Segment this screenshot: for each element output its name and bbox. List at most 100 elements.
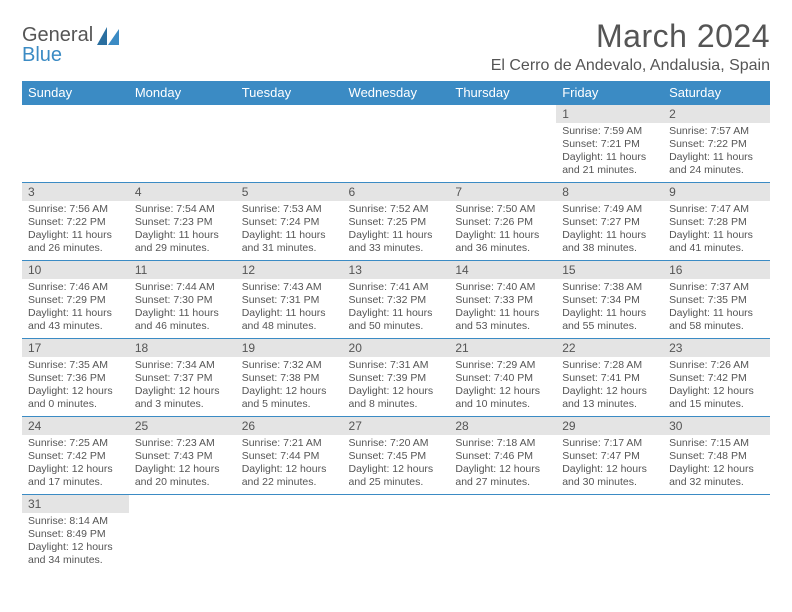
day-number: 13: [343, 261, 450, 279]
calendar-cell: 6Sunrise: 7:52 AMSunset: 7:25 PMDaylight…: [343, 183, 450, 261]
calendar-cell: 26Sunrise: 7:21 AMSunset: 7:44 PMDayligh…: [236, 417, 343, 495]
day-details: Sunrise: 7:57 AMSunset: 7:22 PMDaylight:…: [663, 123, 770, 182]
day-details: Sunrise: 7:31 AMSunset: 7:39 PMDaylight:…: [343, 357, 450, 416]
calendar-cell: [449, 495, 556, 573]
day-details: Sunrise: 7:50 AMSunset: 7:26 PMDaylight:…: [449, 201, 556, 260]
day-details: Sunrise: 7:32 AMSunset: 7:38 PMDaylight:…: [236, 357, 343, 416]
calendar-cell: 25Sunrise: 7:23 AMSunset: 7:43 PMDayligh…: [129, 417, 236, 495]
day-details: Sunrise: 7:43 AMSunset: 7:31 PMDaylight:…: [236, 279, 343, 338]
calendar-cell: [556, 495, 663, 573]
day-number: 29: [556, 417, 663, 435]
calendar-cell: [236, 105, 343, 183]
day-details: Sunrise: 7:47 AMSunset: 7:28 PMDaylight:…: [663, 201, 770, 260]
day-details: Sunrise: 7:35 AMSunset: 7:36 PMDaylight:…: [22, 357, 129, 416]
day-details: Sunrise: 7:53 AMSunset: 7:24 PMDaylight:…: [236, 201, 343, 260]
calendar-cell: 11Sunrise: 7:44 AMSunset: 7:30 PMDayligh…: [129, 261, 236, 339]
day-details: Sunrise: 7:54 AMSunset: 7:23 PMDaylight:…: [129, 201, 236, 260]
day-number: 27: [343, 417, 450, 435]
weekday-header: Friday: [556, 81, 663, 105]
day-number: 15: [556, 261, 663, 279]
calendar-cell: 22Sunrise: 7:28 AMSunset: 7:41 PMDayligh…: [556, 339, 663, 417]
day-details: Sunrise: 7:29 AMSunset: 7:40 PMDaylight:…: [449, 357, 556, 416]
calendar-cell: 2Sunrise: 7:57 AMSunset: 7:22 PMDaylight…: [663, 105, 770, 183]
day-details: Sunrise: 7:23 AMSunset: 7:43 PMDaylight:…: [129, 435, 236, 494]
calendar-cell: 5Sunrise: 7:53 AMSunset: 7:24 PMDaylight…: [236, 183, 343, 261]
day-details: Sunrise: 7:34 AMSunset: 7:37 PMDaylight:…: [129, 357, 236, 416]
calendar-cell: 13Sunrise: 7:41 AMSunset: 7:32 PMDayligh…: [343, 261, 450, 339]
day-details: Sunrise: 7:46 AMSunset: 7:29 PMDaylight:…: [22, 279, 129, 338]
calendar-cell: 12Sunrise: 7:43 AMSunset: 7:31 PMDayligh…: [236, 261, 343, 339]
day-number: 16: [663, 261, 770, 279]
day-details: Sunrise: 7:26 AMSunset: 7:42 PMDaylight:…: [663, 357, 770, 416]
day-number: 20: [343, 339, 450, 357]
logo-text-2: Blue: [22, 44, 62, 67]
day-details: Sunrise: 7:18 AMSunset: 7:46 PMDaylight:…: [449, 435, 556, 494]
calendar-cell: 15Sunrise: 7:38 AMSunset: 7:34 PMDayligh…: [556, 261, 663, 339]
day-number: 24: [22, 417, 129, 435]
weekday-header: Sunday: [22, 81, 129, 105]
day-number: 26: [236, 417, 343, 435]
calendar-week-row: 17Sunrise: 7:35 AMSunset: 7:36 PMDayligh…: [22, 339, 770, 417]
day-details: Sunrise: 7:37 AMSunset: 7:35 PMDaylight:…: [663, 279, 770, 338]
day-details: Sunrise: 7:28 AMSunset: 7:41 PMDaylight:…: [556, 357, 663, 416]
calendar-cell: 8Sunrise: 7:49 AMSunset: 7:27 PMDaylight…: [556, 183, 663, 261]
location: El Cerro de Andevalo, Andalusia, Spain: [491, 57, 770, 75]
calendar-cell: 30Sunrise: 7:15 AMSunset: 7:48 PMDayligh…: [663, 417, 770, 495]
calendar-cell: 21Sunrise: 7:29 AMSunset: 7:40 PMDayligh…: [449, 339, 556, 417]
calendar-week-row: 31Sunrise: 8:14 AMSunset: 8:49 PMDayligh…: [22, 495, 770, 573]
day-details: Sunrise: 7:25 AMSunset: 7:42 PMDaylight:…: [22, 435, 129, 494]
weekday-header: Wednesday: [343, 81, 450, 105]
calendar-table: Sunday Monday Tuesday Wednesday Thursday…: [22, 81, 770, 573]
weekday-header: Saturday: [663, 81, 770, 105]
day-number: 23: [663, 339, 770, 357]
calendar-cell: 10Sunrise: 7:46 AMSunset: 7:29 PMDayligh…: [22, 261, 129, 339]
day-number: 18: [129, 339, 236, 357]
day-details: Sunrise: 7:21 AMSunset: 7:44 PMDaylight:…: [236, 435, 343, 494]
calendar-cell: 31Sunrise: 8:14 AMSunset: 8:49 PMDayligh…: [22, 495, 129, 573]
day-number: 28: [449, 417, 556, 435]
day-details: Sunrise: 7:20 AMSunset: 7:45 PMDaylight:…: [343, 435, 450, 494]
day-number: 11: [129, 261, 236, 279]
day-number: 10: [22, 261, 129, 279]
day-number: 1: [556, 105, 663, 123]
day-number: 21: [449, 339, 556, 357]
calendar-cell: [129, 105, 236, 183]
calendar-cell: 14Sunrise: 7:40 AMSunset: 7:33 PMDayligh…: [449, 261, 556, 339]
calendar-cell: [236, 495, 343, 573]
calendar-cell: 29Sunrise: 7:17 AMSunset: 7:47 PMDayligh…: [556, 417, 663, 495]
day-number: 31: [22, 495, 129, 513]
day-number: 6: [343, 183, 450, 201]
calendar-body: 1Sunrise: 7:59 AMSunset: 7:21 PMDaylight…: [22, 105, 770, 573]
day-number: 30: [663, 417, 770, 435]
day-number: 14: [449, 261, 556, 279]
day-details: Sunrise: 7:15 AMSunset: 7:48 PMDaylight:…: [663, 435, 770, 494]
calendar-cell: 28Sunrise: 7:18 AMSunset: 7:46 PMDayligh…: [449, 417, 556, 495]
calendar-cell: 7Sunrise: 7:50 AMSunset: 7:26 PMDaylight…: [449, 183, 556, 261]
calendar-cell: 27Sunrise: 7:20 AMSunset: 7:45 PMDayligh…: [343, 417, 450, 495]
day-number: 17: [22, 339, 129, 357]
title-block: March 2024 El Cerro de Andevalo, Andalus…: [491, 18, 770, 75]
day-details: Sunrise: 7:59 AMSunset: 7:21 PMDaylight:…: [556, 123, 663, 182]
day-details: Sunrise: 7:44 AMSunset: 7:30 PMDaylight:…: [129, 279, 236, 338]
day-details: Sunrise: 7:49 AMSunset: 7:27 PMDaylight:…: [556, 201, 663, 260]
calendar-cell: [449, 105, 556, 183]
day-number: 22: [556, 339, 663, 357]
calendar-cell: [343, 105, 450, 183]
logo-sail-icon: [95, 25, 121, 47]
calendar-cell: 24Sunrise: 7:25 AMSunset: 7:42 PMDayligh…: [22, 417, 129, 495]
calendar-cell: 23Sunrise: 7:26 AMSunset: 7:42 PMDayligh…: [663, 339, 770, 417]
calendar-cell: 20Sunrise: 7:31 AMSunset: 7:39 PMDayligh…: [343, 339, 450, 417]
day-details: Sunrise: 7:41 AMSunset: 7:32 PMDaylight:…: [343, 279, 450, 338]
day-details: Sunrise: 7:17 AMSunset: 7:47 PMDaylight:…: [556, 435, 663, 494]
calendar-week-row: 1Sunrise: 7:59 AMSunset: 7:21 PMDaylight…: [22, 105, 770, 183]
calendar-cell: 9Sunrise: 7:47 AMSunset: 7:28 PMDaylight…: [663, 183, 770, 261]
day-number: 5: [236, 183, 343, 201]
day-details: Sunrise: 8:14 AMSunset: 8:49 PMDaylight:…: [22, 513, 129, 572]
month-title: March 2024: [491, 18, 770, 55]
day-number: 4: [129, 183, 236, 201]
day-number: 19: [236, 339, 343, 357]
day-details: Sunrise: 7:52 AMSunset: 7:25 PMDaylight:…: [343, 201, 450, 260]
header: General March 2024 El Cerro de Andevalo,…: [22, 18, 770, 75]
calendar-cell: [663, 495, 770, 573]
calendar-cell: 19Sunrise: 7:32 AMSunset: 7:38 PMDayligh…: [236, 339, 343, 417]
